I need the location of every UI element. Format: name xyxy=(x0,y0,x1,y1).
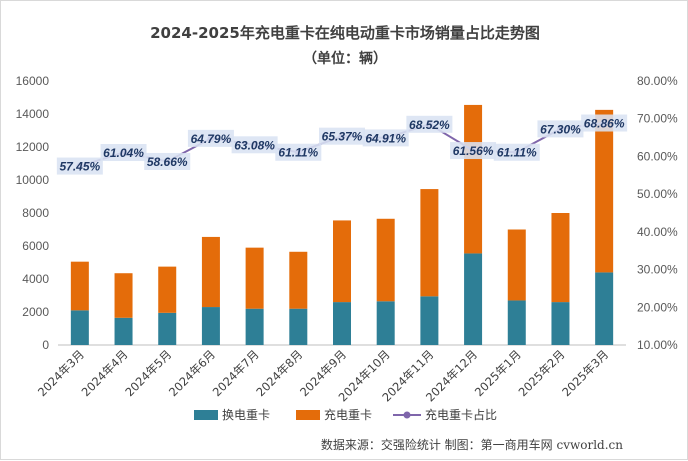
share-data-label: 57.45% xyxy=(59,160,100,174)
share-label-bg xyxy=(187,129,234,147)
share-label-bg xyxy=(406,115,453,133)
share-data-label: 64.79% xyxy=(191,132,232,146)
share-data-label: 65.37% xyxy=(322,130,363,144)
bar-swap-segment xyxy=(289,308,308,345)
bar-swap-segment xyxy=(114,317,133,345)
share-label-bg xyxy=(100,144,147,162)
legend-label-share: 充电重卡占比 xyxy=(425,407,497,422)
share-data-label: 61.11% xyxy=(497,146,537,160)
share-data-label: 67.30% xyxy=(540,122,581,136)
left-y-tick-label: 2000 xyxy=(22,305,49,319)
left-y-tick-label: 12000 xyxy=(16,140,50,154)
share-label-bg xyxy=(56,157,103,175)
right-y-tick-label: 40.00% xyxy=(637,225,678,239)
x-axis-labels: 2024年3月2024年4月2024年5月2024年6月2024年7月2024年… xyxy=(35,347,611,404)
bar-charge-segment xyxy=(464,104,483,254)
legend-label-charge: 充电重卡 xyxy=(324,407,372,422)
share-label-bg xyxy=(275,143,322,161)
share-label-bg xyxy=(144,152,191,170)
bar-swap-segment xyxy=(376,301,395,345)
share-label-bg xyxy=(319,127,365,145)
bar-charge-segment xyxy=(158,266,177,313)
bar-swap-segment xyxy=(70,310,89,345)
bar-charge-segment xyxy=(333,220,351,303)
share-label-bg xyxy=(231,136,278,154)
x-tick-label: 2024年8月 xyxy=(253,347,305,399)
legend-swatch-charge xyxy=(296,410,320,420)
share-label-bg xyxy=(493,143,540,161)
share-data-label: 61.04% xyxy=(103,146,144,160)
share-data-label: 63.08% xyxy=(234,138,275,152)
left-y-tick-label: 16000 xyxy=(16,74,50,88)
right-y-axis: 10.00% 20.00% 30.00% 40.00% 50.00% 60.00% 70.0… xyxy=(637,74,678,352)
x-tick-label: 2024年3月 xyxy=(35,347,87,399)
left-y-tick-label: 10000 xyxy=(16,173,50,187)
bar-charge-segment xyxy=(245,247,264,309)
bar-swap-segment xyxy=(464,253,483,345)
share-data-label: 61.56% xyxy=(453,144,494,158)
x-tick-label: 2024年7月 xyxy=(210,347,262,399)
x-tick-label: 2025年3月 xyxy=(559,347,611,399)
bar-charge-segment xyxy=(420,189,439,297)
bar-swap-segment xyxy=(420,296,439,345)
bar-swap-segment xyxy=(245,308,264,345)
bar-charge-segment xyxy=(201,236,220,308)
right-y-tick-label: 60.00% xyxy=(637,149,678,163)
bar-charge-segment xyxy=(289,251,308,309)
left-y-tick-label: 6000 xyxy=(22,239,49,253)
share-label-bg xyxy=(450,142,497,160)
share-label-bg xyxy=(537,120,584,138)
share-data-label: 58.66% xyxy=(147,155,188,169)
right-y-tick-label: 70.00% xyxy=(637,112,678,126)
bar-swap-segment xyxy=(201,307,220,345)
legend-marker-share xyxy=(403,411,411,419)
x-tick-label: 2025年2月 xyxy=(516,347,568,399)
chart-subtitle: （单位：辆） xyxy=(303,50,387,67)
right-y-tick-label: 20.00% xyxy=(637,300,678,314)
bar-swap-segment xyxy=(507,300,526,345)
share-data-label: 68.86% xyxy=(584,117,625,131)
bar-swap-segment xyxy=(551,302,570,345)
left-y-tick-label: 14000 xyxy=(16,107,50,121)
left-y-axis: 0 2000 4000 6000 8000 10000 12000 14000 16000 xyxy=(16,74,50,352)
right-y-tick-label: 50.00% xyxy=(637,187,678,201)
bar-charge-segment xyxy=(551,213,570,303)
share-data-label: 64.91% xyxy=(365,131,406,145)
share-label-bg xyxy=(581,114,628,132)
share-data-label: 68.52% xyxy=(409,118,450,132)
x-tick-label: 2024年4月 xyxy=(79,347,131,399)
bar-charge-segment xyxy=(376,218,395,302)
x-tick-label: 2024年6月 xyxy=(166,347,218,399)
legend: 换电重卡 充电重卡 充电重卡占比 xyxy=(194,407,497,422)
legend-label-swap: 换电重卡 xyxy=(222,408,270,422)
bar-swap-segment xyxy=(158,312,177,345)
left-y-tick-label: 4000 xyxy=(22,272,49,286)
bar-swap-segment xyxy=(595,272,614,345)
source-note: 数据来源：交强险统计 制图：第一商用车网 cvworld.cn xyxy=(321,437,623,452)
bar-swap-segment xyxy=(333,302,351,345)
right-y-tick-label: 80.00% xyxy=(637,74,678,88)
share-label-bg xyxy=(362,129,409,147)
bar-charge-segment xyxy=(595,109,614,273)
legend-swatch-swap xyxy=(194,410,218,420)
chart-title: 2024-2025年充电重卡在纯电动重卡市场销量占比走势图 xyxy=(150,24,540,42)
left-y-tick-label: 8000 xyxy=(22,206,49,220)
share-line-series: 57.45%61.04%58.66%64.79% 63.08%61.11%65.3… xyxy=(56,114,628,175)
right-y-tick-label: 10.00% xyxy=(637,338,678,352)
x-tick-label: 2024年5月 xyxy=(122,347,174,399)
bar-charge-segment xyxy=(70,261,89,311)
bar-charge-segment xyxy=(114,273,133,318)
bar-charge-segment xyxy=(507,229,526,301)
right-y-tick-label: 30.00% xyxy=(637,263,678,277)
share-data-label: 61.11% xyxy=(278,146,318,160)
left-y-tick-label: 0 xyxy=(42,338,49,352)
bar-series xyxy=(70,104,614,345)
x-tick-label: 2025年1月 xyxy=(472,347,524,399)
